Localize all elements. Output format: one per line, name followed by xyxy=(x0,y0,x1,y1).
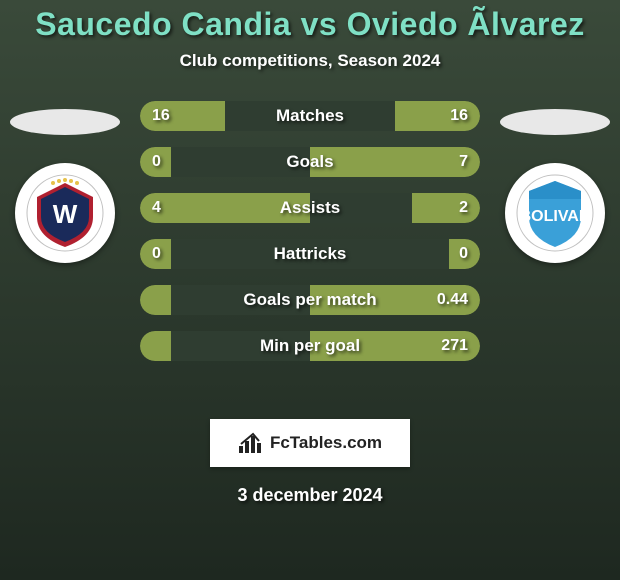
metric-right-value: 7 xyxy=(459,153,468,171)
svg-text:BOLIVAR: BOLIVAR xyxy=(520,208,591,225)
metric-left-value: 0 xyxy=(152,245,161,263)
left-player-column: W xyxy=(0,101,130,263)
page-title: Saucedo Candia vs Oviedo Ãlvarez xyxy=(0,6,620,43)
metric-left-value: 4 xyxy=(152,199,161,217)
metric-right-value: 16 xyxy=(450,107,468,125)
fctables-logo-icon xyxy=(238,432,264,454)
metric-row: Hattricks0 0 xyxy=(140,239,480,269)
infographic-root: Saucedo Candia vs Oviedo Ãlvarez Club co… xyxy=(0,0,620,580)
metric-left-value: 16 xyxy=(152,107,170,125)
metric-right-value: 0.44 xyxy=(437,291,468,309)
metric-label: Goals per match xyxy=(140,290,480,310)
svg-text:W: W xyxy=(53,199,78,229)
right-oval-icon xyxy=(500,109,610,135)
left-team-crest: W xyxy=(15,163,115,263)
comparison-stage: W BOLIVAR Matches1616Goals07Assists42Hat… xyxy=(0,101,620,401)
right-team-crest: BOLIVAR xyxy=(505,163,605,263)
metric-row: Matches16 16 xyxy=(140,101,480,131)
metric-label: Min per goal xyxy=(140,336,480,356)
subtitle: Club competitions, Season 2024 xyxy=(0,51,620,71)
left-oval-icon xyxy=(10,109,120,135)
metric-right-value: 271 xyxy=(441,337,468,355)
brand-text: FcTables.com xyxy=(270,433,382,453)
metric-bars: Matches1616Goals07Assists42Hattricks00Go… xyxy=(140,101,480,377)
date-text: 3 december 2024 xyxy=(0,485,620,506)
metric-row: Goals per match0.44 xyxy=(140,285,480,315)
metric-label: Matches xyxy=(140,106,480,126)
brand-box: FcTables.com xyxy=(210,419,410,467)
metric-row: Goals0 7 xyxy=(140,147,480,177)
metric-label: Goals xyxy=(140,152,480,172)
bolivar-crest-icon: BOLIVAR xyxy=(515,173,595,253)
wilstermann-crest-icon: W xyxy=(25,173,105,253)
metric-right-value: 0 xyxy=(459,245,468,263)
metric-label: Hattricks xyxy=(140,244,480,264)
metric-label: Assists xyxy=(140,198,480,218)
metric-left-value: 0 xyxy=(152,153,161,171)
metric-row: Assists4 2 xyxy=(140,193,480,223)
metric-row: Min per goal271 xyxy=(140,331,480,361)
metric-right-value: 2 xyxy=(459,199,468,217)
right-player-column: BOLIVAR xyxy=(490,101,620,263)
